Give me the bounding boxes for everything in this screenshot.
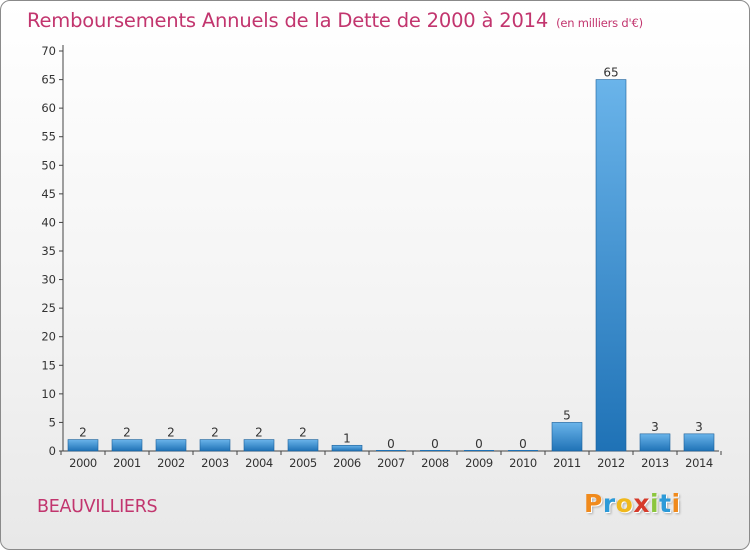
x-tick-label: 2007	[377, 456, 405, 470]
x-tick-label: 2011	[553, 456, 581, 470]
label-layer: 2000 2 2001 2 2002 2 2003 2 2004 2 2005 2 2006 1 2007 0…	[69, 66, 713, 470]
bar	[551, 422, 583, 452]
bar	[420, 450, 450, 451]
x-tick-label: 2014	[685, 456, 713, 470]
x-tick-label: 2002	[157, 456, 185, 470]
y-tick-label: 55	[41, 130, 56, 144]
x-tick-label: 2012	[597, 456, 625, 470]
y-tick-label: 10	[41, 387, 56, 401]
logo-letter: i	[671, 489, 681, 518]
value-label: 1	[343, 431, 351, 445]
bar	[155, 439, 187, 452]
y-tick-label: 0	[49, 444, 56, 458]
y-tick-label: 25	[41, 301, 56, 315]
x-tick-label: 2006	[333, 456, 361, 470]
bar	[199, 439, 231, 452]
bar	[331, 444, 363, 452]
x-tick-label: 2004	[245, 456, 273, 470]
x-tick-label: 2000	[69, 456, 97, 470]
value-label: 0	[387, 437, 395, 451]
y-tick-label: 15	[41, 358, 56, 372]
value-label: 3	[651, 420, 659, 434]
y-tick-label: 40	[41, 215, 56, 229]
x-tick-label: 2005	[289, 456, 317, 470]
y-tick-label: 45	[41, 187, 56, 201]
x-tick-label: 2010	[509, 456, 537, 470]
commune-name: BEAUVILLIERS	[37, 497, 158, 517]
value-label: 2	[123, 426, 131, 440]
value-label: 2	[79, 426, 87, 440]
value-label: 0	[519, 437, 527, 451]
value-label: 5	[563, 408, 571, 422]
x-tick-label: 2008	[421, 456, 449, 470]
value-label: 2	[211, 426, 219, 440]
chart-unit-note: (en milliers d'€)	[556, 16, 643, 30]
bar-layer	[67, 79, 715, 452]
value-label: 65	[603, 66, 618, 80]
logo-letter: x	[633, 489, 650, 518]
y-tick-label: 70	[41, 44, 56, 58]
x-tick-label: 2013	[641, 456, 669, 470]
y-tick-label: 5	[49, 415, 56, 429]
logo-letter: o	[615, 489, 634, 518]
logo-letter: i	[650, 489, 660, 518]
y-tick-label: 30	[41, 273, 56, 287]
proxiti-logo: Proxiti	[584, 489, 681, 518]
logo-letter: r	[602, 489, 616, 518]
x-tick-label: 2009	[465, 456, 493, 470]
bar	[464, 450, 494, 451]
bar	[376, 450, 406, 451]
x-tick-label: 2003	[201, 456, 229, 470]
bar	[595, 79, 627, 452]
bar	[243, 439, 275, 452]
x-tick-label: 2001	[113, 456, 141, 470]
bar	[111, 439, 143, 452]
value-label: 2	[167, 426, 175, 440]
value-label: 3	[695, 420, 703, 434]
value-label: 0	[431, 437, 439, 451]
bar	[508, 450, 538, 451]
value-label: 0	[475, 437, 483, 451]
bar	[287, 439, 319, 452]
bar	[67, 439, 99, 452]
chart-title-text: Remboursements Annuels de la Dette de 20…	[27, 9, 549, 32]
value-label: 2	[299, 426, 307, 440]
bar	[639, 433, 671, 452]
chart-title: Remboursements Annuels de la Dette de 20…	[27, 9, 643, 32]
y-tick-label: 65	[41, 73, 56, 87]
y-tick-label: 60	[41, 101, 56, 115]
y-tick-label: 35	[41, 244, 56, 258]
logo-letter: P	[584, 489, 603, 518]
bar	[683, 433, 715, 452]
value-label: 2	[255, 426, 263, 440]
y-tick-label: 50	[41, 158, 56, 172]
y-tick-label: 20	[41, 330, 56, 344]
logo-letter: t	[659, 489, 672, 518]
